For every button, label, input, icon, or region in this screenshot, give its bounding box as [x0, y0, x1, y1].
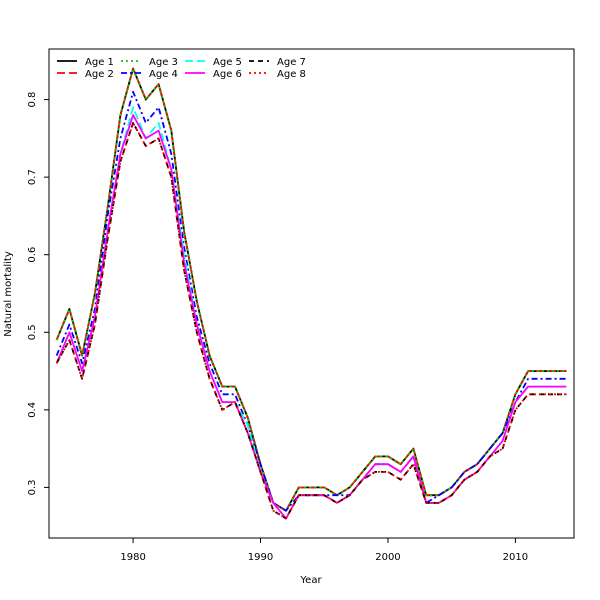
legend-label-6: Age 6 [213, 69, 242, 80]
y-tick-label: 0.6 [27, 247, 38, 263]
x-axis-title: Year [299, 575, 322, 586]
x-tick-label: 1980 [120, 552, 145, 563]
series-line-8 [55, 121, 567, 520]
legend-label-2: Age 2 [85, 69, 114, 80]
y-axis: 0.3 0.4 0.5 0.6 0.7 0.8 [27, 92, 49, 495]
x-tick-label: 1990 [248, 552, 273, 563]
x-axis: 1980 1990 2000 2010 [120, 538, 528, 563]
y-tick-label: 0.3 [27, 479, 38, 495]
y-tick-label: 0.7 [27, 169, 38, 185]
series-lines [55, 67, 567, 520]
series-line-6 [55, 114, 567, 520]
legend-label-4: Age 4 [149, 69, 178, 80]
y-tick-label: 0.4 [27, 402, 38, 418]
x-tick-label: 2010 [503, 552, 528, 563]
legend-label-8: Age 8 [277, 69, 306, 80]
plot-frame [48, 48, 575, 539]
legend-label-5: Age 5 [213, 57, 242, 68]
x-tick-label: 2000 [375, 552, 400, 563]
legend-label-1: Age 1 [85, 57, 114, 68]
legend-label-3: Age 3 [149, 57, 178, 68]
y-axis-title: Natural mortality [3, 251, 14, 337]
series-line-4 [55, 90, 567, 512]
y-tick-label: 0.5 [27, 324, 38, 340]
y-tick-label: 0.8 [27, 92, 38, 108]
legend-label-7: Age 7 [277, 57, 306, 68]
